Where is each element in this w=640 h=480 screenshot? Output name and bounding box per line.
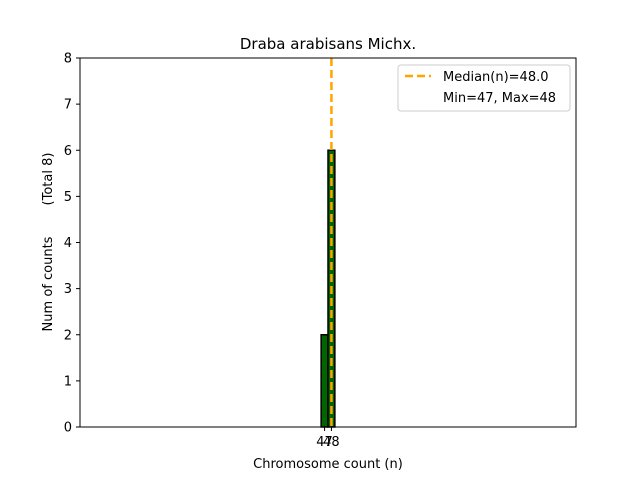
bars-group [320, 149, 336, 428]
y-tick-label: 1 [64, 374, 72, 389]
x-tick-label: 48 [323, 435, 340, 450]
y-tick-label: 0 [64, 421, 72, 436]
y-axis-label: Num of counts [41, 236, 56, 331]
y-tick-label: 5 [64, 190, 72, 205]
chart-title: Draba arabisans Michx. [240, 35, 416, 53]
y-tick-label: 4 [64, 236, 72, 251]
x-axis-label: Chromosome count (n) [253, 457, 403, 472]
y-tick-label: 2 [64, 328, 72, 343]
y-tick-label: 8 [64, 52, 72, 67]
legend-box [397, 64, 571, 112]
y-tick-label: 6 [64, 144, 72, 159]
x-tick-label: 47 [316, 435, 333, 450]
y-axis-ticks: 0 1 2 3 4 5 6 7 8 [64, 52, 80, 436]
bar-47 [320, 334, 329, 428]
y-tick-label: 7 [64, 98, 72, 113]
y-axis-total-label: (Total 8) [41, 153, 56, 206]
y-tick-label: 3 [64, 282, 72, 297]
legend-entry-range: Min=47, Max=48 [443, 91, 556, 106]
legend: Median(n)=48.0 Min=47, Max=48 [397, 64, 571, 112]
legend-entry-median: Median(n)=48.0 [443, 70, 549, 85]
